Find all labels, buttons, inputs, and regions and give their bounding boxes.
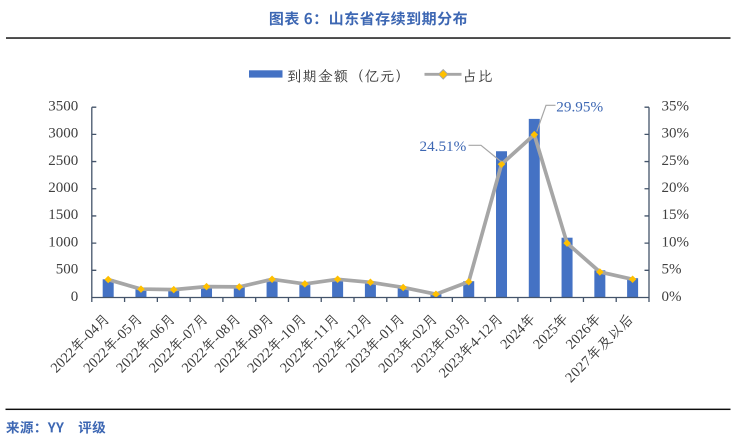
svg-text:1500: 1500 bbox=[48, 207, 78, 223]
svg-text:3500: 3500 bbox=[48, 99, 78, 115]
svg-text:500: 500 bbox=[56, 262, 79, 278]
svg-text:0: 0 bbox=[71, 289, 79, 305]
svg-text:35%: 35% bbox=[662, 99, 690, 115]
svg-text:20%: 20% bbox=[662, 180, 690, 196]
svg-text:24.51%: 24.51% bbox=[419, 138, 466, 155]
svg-text:5%: 5% bbox=[662, 262, 682, 278]
svg-text:30%: 30% bbox=[662, 126, 690, 142]
svg-text:2500: 2500 bbox=[48, 153, 78, 169]
svg-text:2000: 2000 bbox=[48, 180, 78, 196]
svg-text:10%: 10% bbox=[662, 234, 690, 250]
svg-text:1000: 1000 bbox=[48, 234, 78, 250]
svg-text:29.95%: 29.95% bbox=[556, 99, 603, 116]
svg-text:3000: 3000 bbox=[48, 126, 78, 142]
svg-text:0%: 0% bbox=[662, 289, 682, 305]
svg-text:25%: 25% bbox=[662, 153, 690, 169]
svg-text:15%: 15% bbox=[662, 207, 690, 223]
